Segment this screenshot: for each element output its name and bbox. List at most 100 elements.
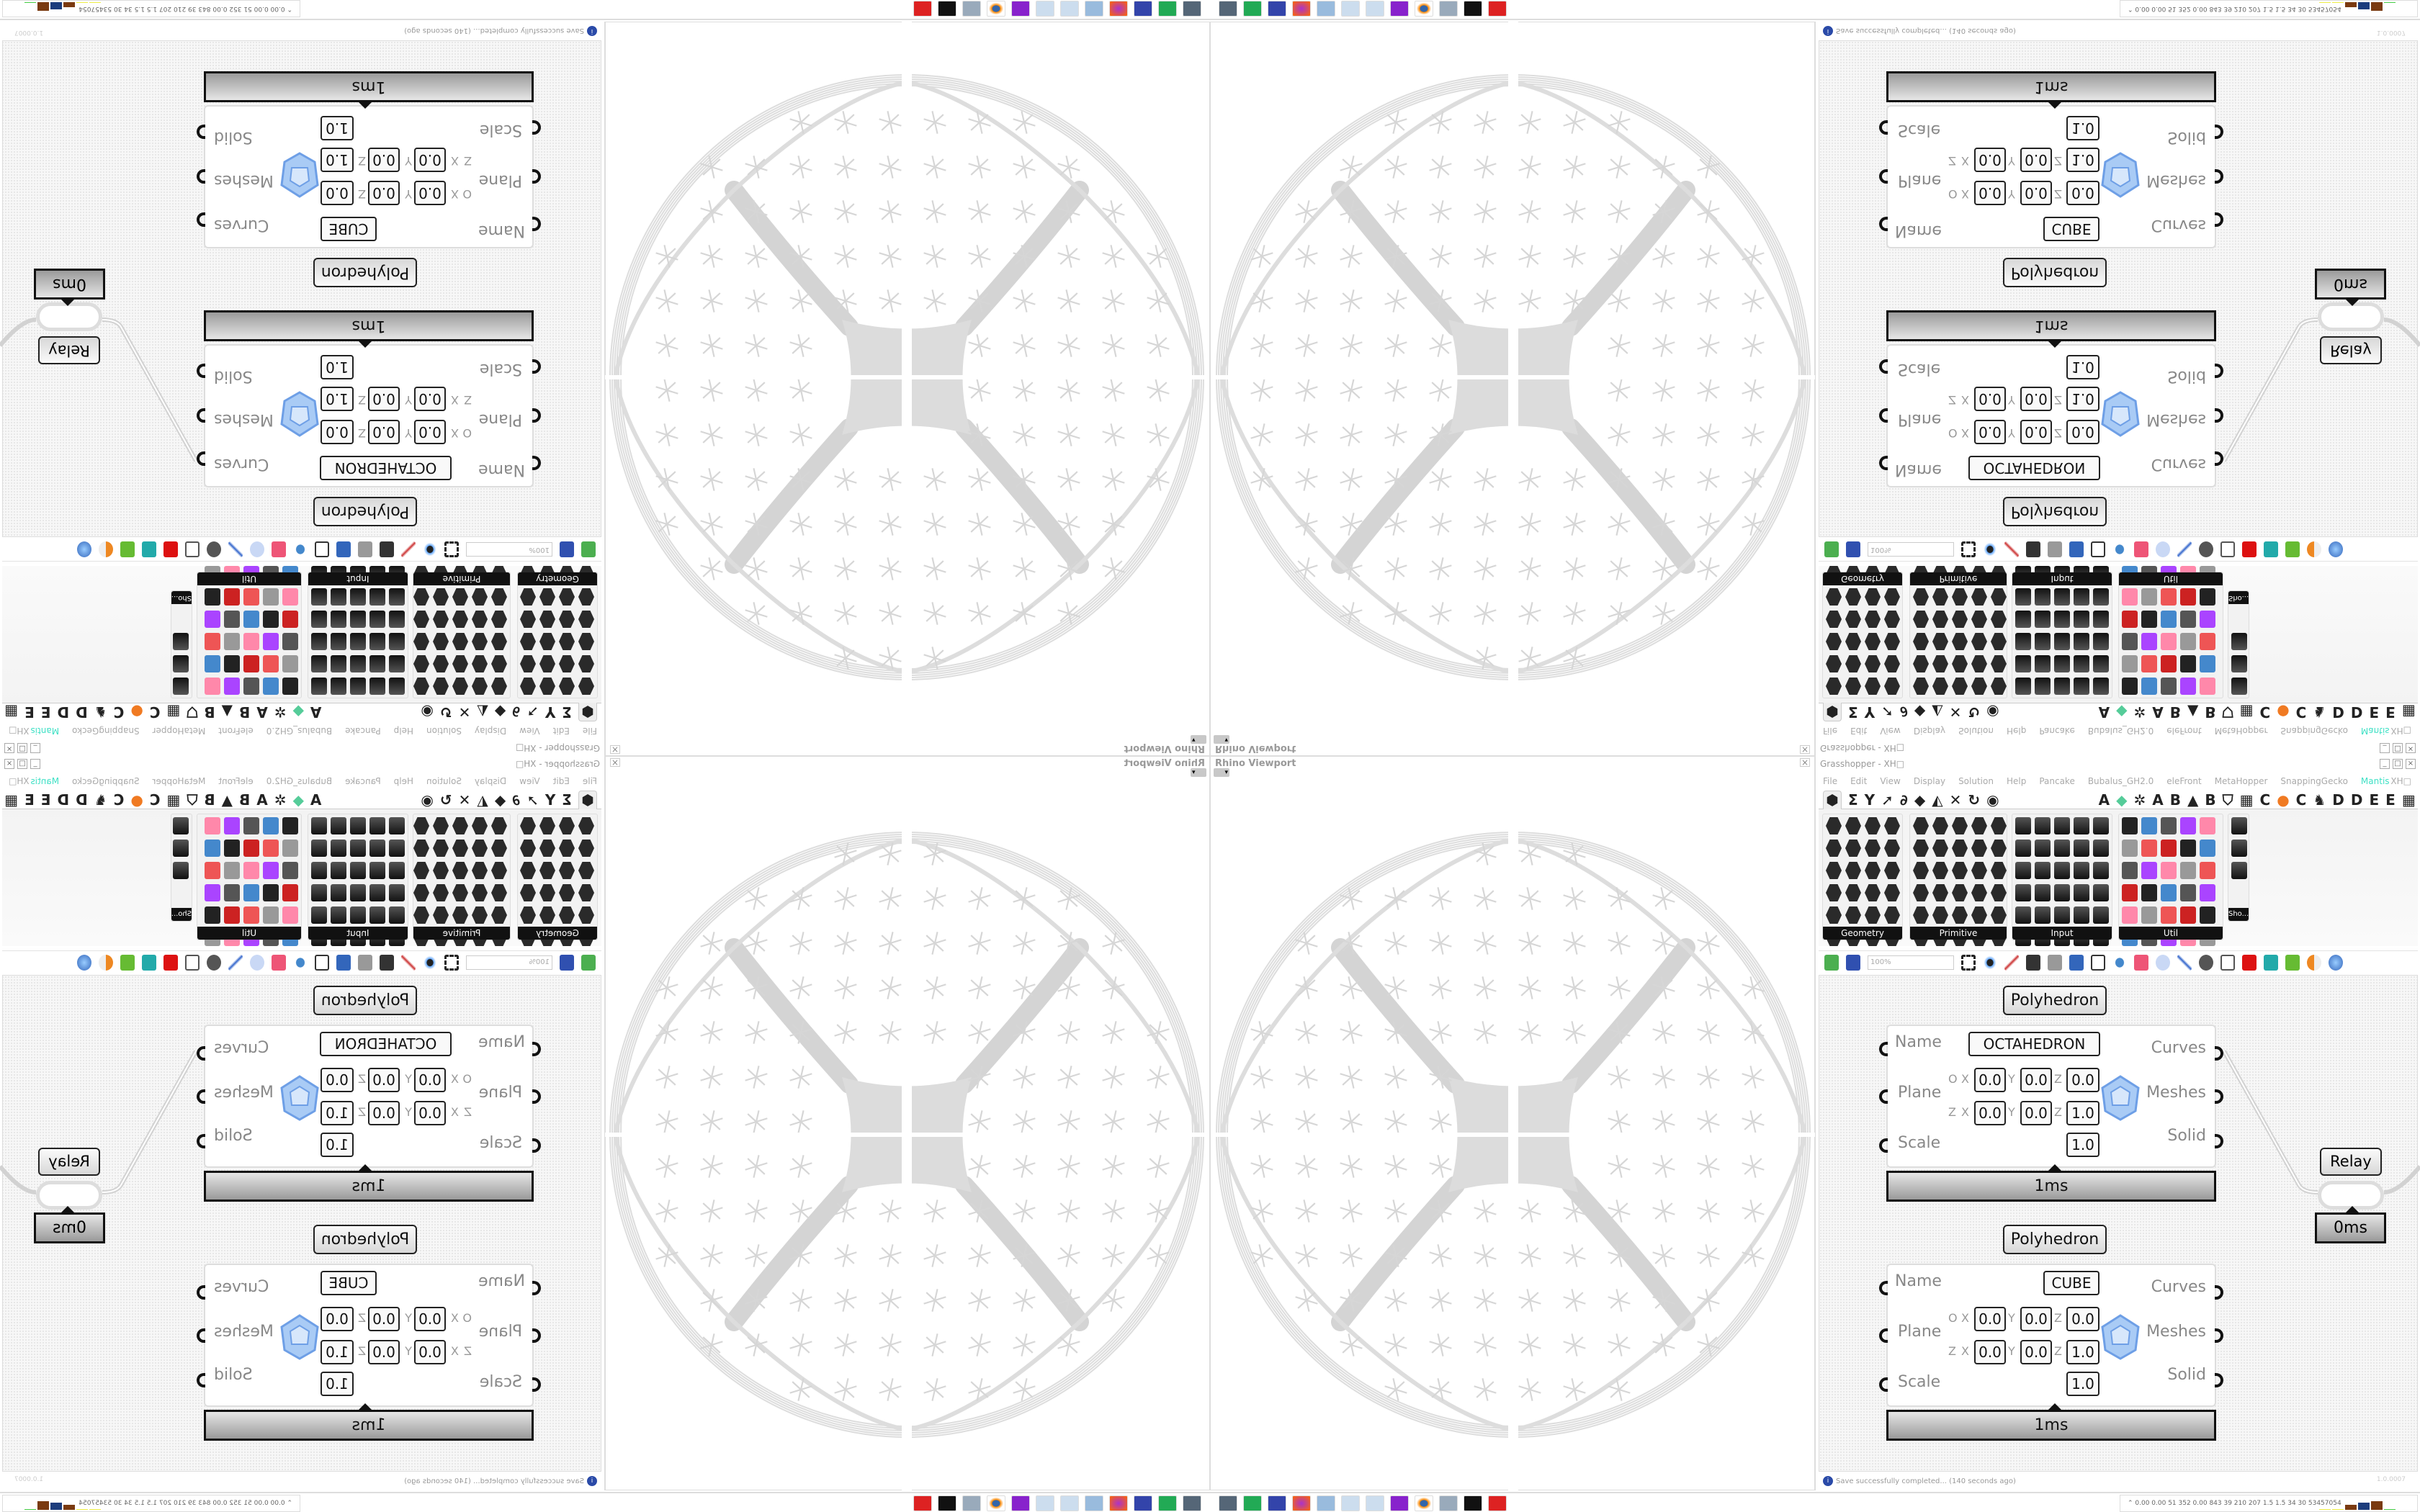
menu-display[interactable]: Display <box>1913 776 1946 786</box>
component-icon[interactable] <box>2054 906 2070 924</box>
component-icon[interactable] <box>1845 633 1861 650</box>
component-icon[interactable] <box>1884 817 1900 834</box>
balloon-icon[interactable] <box>2156 541 2170 558</box>
component-icon[interactable] <box>2074 817 2089 834</box>
menu-display[interactable]: Display <box>1913 726 1946 736</box>
purple-app-icon[interactable] <box>1011 1 1030 17</box>
sketch-icon[interactable] <box>2004 954 2019 971</box>
tab-b[interactable]: B <box>2169 791 2181 809</box>
component-icon[interactable] <box>1826 817 1842 834</box>
maximize-button[interactable]: □ <box>2393 743 2403 753</box>
component-icon[interactable] <box>1932 817 1948 834</box>
panel-label[interactable]: Primitive <box>1910 572 2007 585</box>
component-icon[interactable] <box>452 840 468 857</box>
canvas-icon[interactable] <box>2091 954 2105 971</box>
component-icon[interactable] <box>389 884 405 901</box>
tab-e[interactable]: E <box>40 791 51 809</box>
component-icon[interactable] <box>389 678 405 695</box>
component-icon[interactable] <box>2200 655 2215 672</box>
origin-z-box[interactable]: 0.0 <box>2066 1307 2099 1331</box>
component-icon[interactable] <box>578 678 594 695</box>
zoom-extents-icon[interactable] <box>444 541 459 558</box>
package-icon[interactable] <box>2134 541 2148 558</box>
component-icon[interactable] <box>1991 655 2007 672</box>
component-icon[interactable] <box>1991 906 2007 924</box>
balloon-icon[interactable] <box>250 954 264 971</box>
origin-x-box[interactable]: 0.0 <box>1974 181 2006 205</box>
firefox-icon[interactable] <box>1109 1495 1128 1511</box>
component-icon[interactable] <box>1884 655 1900 672</box>
component-icon[interactable] <box>472 633 488 650</box>
blue-sphere-icon[interactable] <box>77 954 91 971</box>
component-icon[interactable] <box>1845 655 1861 672</box>
tab-c[interactable]: C <box>2259 703 2271 721</box>
expand-icon[interactable]: ⌃ <box>2128 1500 2136 1507</box>
tab-surface-icon[interactable]: ◆ <box>1914 703 1926 721</box>
tab-sets-icon[interactable]: Y <box>1864 791 1876 809</box>
tab-b2[interactable]: B <box>204 791 215 809</box>
component-icon[interactable] <box>311 862 327 879</box>
component-icon[interactable] <box>472 817 488 834</box>
component-icon[interactable] <box>2054 633 2070 650</box>
component-icon[interactable] <box>578 633 594 650</box>
component-icon[interactable] <box>2122 655 2138 672</box>
component-icon[interactable] <box>1913 633 1929 650</box>
component-icon[interactable] <box>433 884 449 901</box>
tab-sets-icon[interactable]: Y <box>544 791 556 809</box>
zaxis-x-box[interactable]: 0.0 <box>414 1101 446 1125</box>
component-icon[interactable] <box>2141 862 2157 879</box>
tab-mesh-icon[interactable]: ◭ <box>477 703 488 721</box>
component-icon[interactable] <box>350 906 366 924</box>
zaxis-x-box[interactable]: 0.0 <box>1974 148 2006 172</box>
tab-grid-icon[interactable]: ▦ <box>2239 703 2254 721</box>
blender-icon[interactable] <box>1415 1 1433 17</box>
component-icon[interactable] <box>2074 906 2089 924</box>
polyhedron-component-octahedron[interactable]: Polyhedron Name Plane Scale Curves Meshe… <box>1879 307 2223 526</box>
panel-label[interactable]: Geometry <box>1823 927 1902 940</box>
document-name[interactable]: XH□ <box>9 726 30 736</box>
component-icon[interactable] <box>2161 655 2177 672</box>
tab-a2[interactable]: A <box>2152 703 2164 721</box>
calculator-icon[interactable] <box>1085 1 1103 17</box>
component-icon[interactable] <box>413 588 429 606</box>
component-icon[interactable] <box>2122 906 2138 924</box>
panel-label[interactable]: Geometry <box>1823 572 1902 585</box>
component-icon[interactable] <box>2141 678 2157 695</box>
relay-label[interactable]: Relay <box>38 336 100 364</box>
component-icon[interactable] <box>2141 655 2157 672</box>
zaxis-y-box[interactable]: 0.0 <box>2020 1340 2052 1364</box>
sketch-icon[interactable] <box>401 954 416 971</box>
menu-help[interactable]: Help <box>393 726 414 736</box>
component-icon[interactable] <box>578 817 594 834</box>
open-file-icon[interactable] <box>581 541 596 558</box>
name-value-box[interactable]: CUBE <box>2043 1271 2099 1295</box>
gha-icon[interactable] <box>2069 541 2084 558</box>
component-icon[interactable] <box>2122 588 2138 606</box>
panel-label[interactable]: Primitive <box>1910 927 2007 940</box>
component-icon[interactable] <box>2035 817 2051 834</box>
component-icon[interactable] <box>2093 906 2109 924</box>
input-grip[interactable] <box>1879 1138 1888 1153</box>
component-icon[interactable] <box>205 611 220 628</box>
component-icon[interactable] <box>205 906 220 924</box>
component-icon[interactable] <box>2141 588 2157 606</box>
component-icon[interactable] <box>1884 862 1900 879</box>
component-icon[interactable] <box>311 678 327 695</box>
component-icon[interactable] <box>311 840 327 857</box>
menu-file[interactable]: File <box>582 726 597 736</box>
minimize-button[interactable]: _ <box>30 743 40 753</box>
tab-e2[interactable]: E <box>24 703 35 721</box>
component-icon[interactable] <box>1845 588 1861 606</box>
scroll-icon[interactable] <box>962 1 981 17</box>
component-icon[interactable] <box>413 655 429 672</box>
component-icon[interactable] <box>1884 633 1900 650</box>
component-icon[interactable] <box>1913 884 1929 901</box>
floppy-64-icon[interactable] <box>1268 1495 1286 1511</box>
firefox-icon[interactable] <box>1292 1 1311 17</box>
component-icon[interactable] <box>2161 906 2177 924</box>
blender-icon[interactable] <box>1415 1495 1433 1511</box>
component-icon[interactable] <box>539 611 555 628</box>
component-icon[interactable] <box>452 817 468 834</box>
document-name[interactable]: XH□ <box>2390 726 2411 736</box>
component-icon[interactable] <box>2180 611 2196 628</box>
